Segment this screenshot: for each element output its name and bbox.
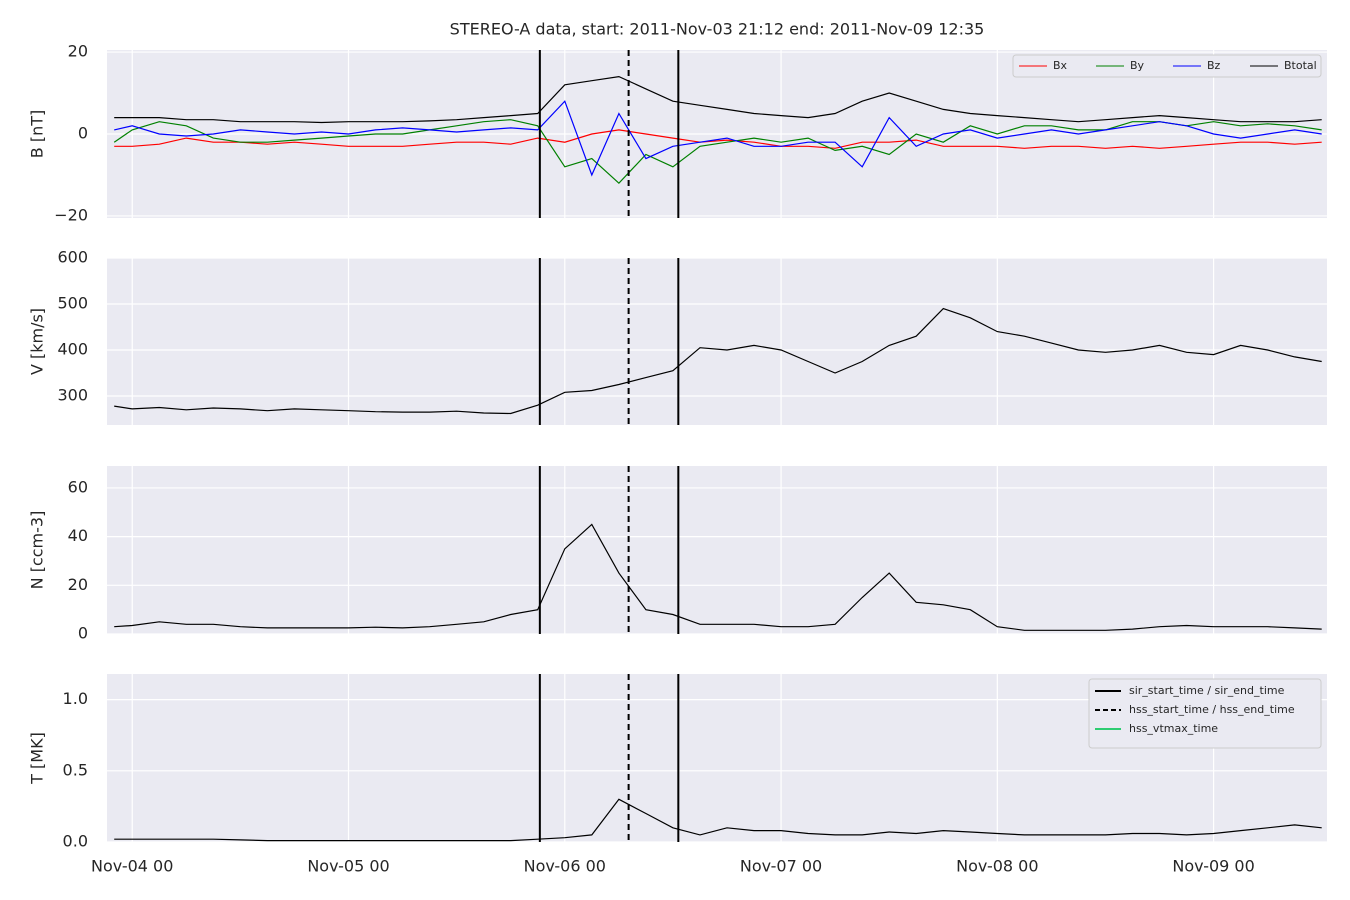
x-tick-label: Nov-09 00 xyxy=(1172,857,1254,876)
y-tick-label: 0 xyxy=(78,624,88,643)
data-line xyxy=(114,798,1322,842)
plot-area xyxy=(107,466,1327,634)
legend-label: Btotal xyxy=(1284,59,1317,72)
legend-label: Bz xyxy=(1207,59,1221,72)
x-tick-label: Nov-04 00 xyxy=(91,857,173,876)
legend-box xyxy=(1088,678,1322,749)
data-line xyxy=(114,129,1322,149)
y-tick-label: 20 xyxy=(68,575,88,594)
chart-title: STEREO-A data, start: 2011-Nov-03 21:12 … xyxy=(450,20,985,39)
plot-area xyxy=(107,258,1327,425)
data-line xyxy=(114,100,1322,177)
x-tick-label: Nov-05 00 xyxy=(307,857,389,876)
data-line xyxy=(114,75,1322,124)
y-tick-label: 500 xyxy=(57,294,88,313)
y-tick-label: 300 xyxy=(57,386,88,405)
legend-label: sir_start_time / sir_end_time xyxy=(1129,684,1285,697)
legend-label: hss_vtmax_time xyxy=(1129,722,1218,735)
x-tick-label: Nov-08 00 xyxy=(956,857,1038,876)
x-tick-label: Nov-06 00 xyxy=(524,857,606,876)
y-tick-label: 400 xyxy=(57,340,88,359)
y-tick-label: 600 xyxy=(57,248,88,267)
data-line xyxy=(113,119,1322,185)
y-tick-label: −20 xyxy=(54,205,88,224)
y-axis-label: N [ccm-3] xyxy=(28,511,47,590)
data-line xyxy=(114,523,1322,631)
y-axis-label: T [MK] xyxy=(28,732,47,785)
y-tick-label: 60 xyxy=(68,477,88,496)
legend-label: hss_start_time / hss_end_time xyxy=(1129,703,1295,716)
y-axis-label: V [km/s] xyxy=(28,308,47,375)
y-tick-label: 0.0 xyxy=(63,832,88,851)
data-line xyxy=(114,307,1322,415)
legend-label: Bx xyxy=(1053,59,1068,72)
y-axis-label: B [nT] xyxy=(28,110,47,158)
y-tick-label: 0 xyxy=(78,124,88,143)
y-tick-label: 0.5 xyxy=(63,760,88,779)
legend-label: By xyxy=(1130,59,1145,72)
legend-box xyxy=(1012,54,1322,78)
y-tick-label: 40 xyxy=(68,526,88,545)
x-tick-label: Nov-07 00 xyxy=(740,857,822,876)
y-tick-label: 1.0 xyxy=(63,689,88,708)
y-tick-label: 20 xyxy=(68,42,88,61)
